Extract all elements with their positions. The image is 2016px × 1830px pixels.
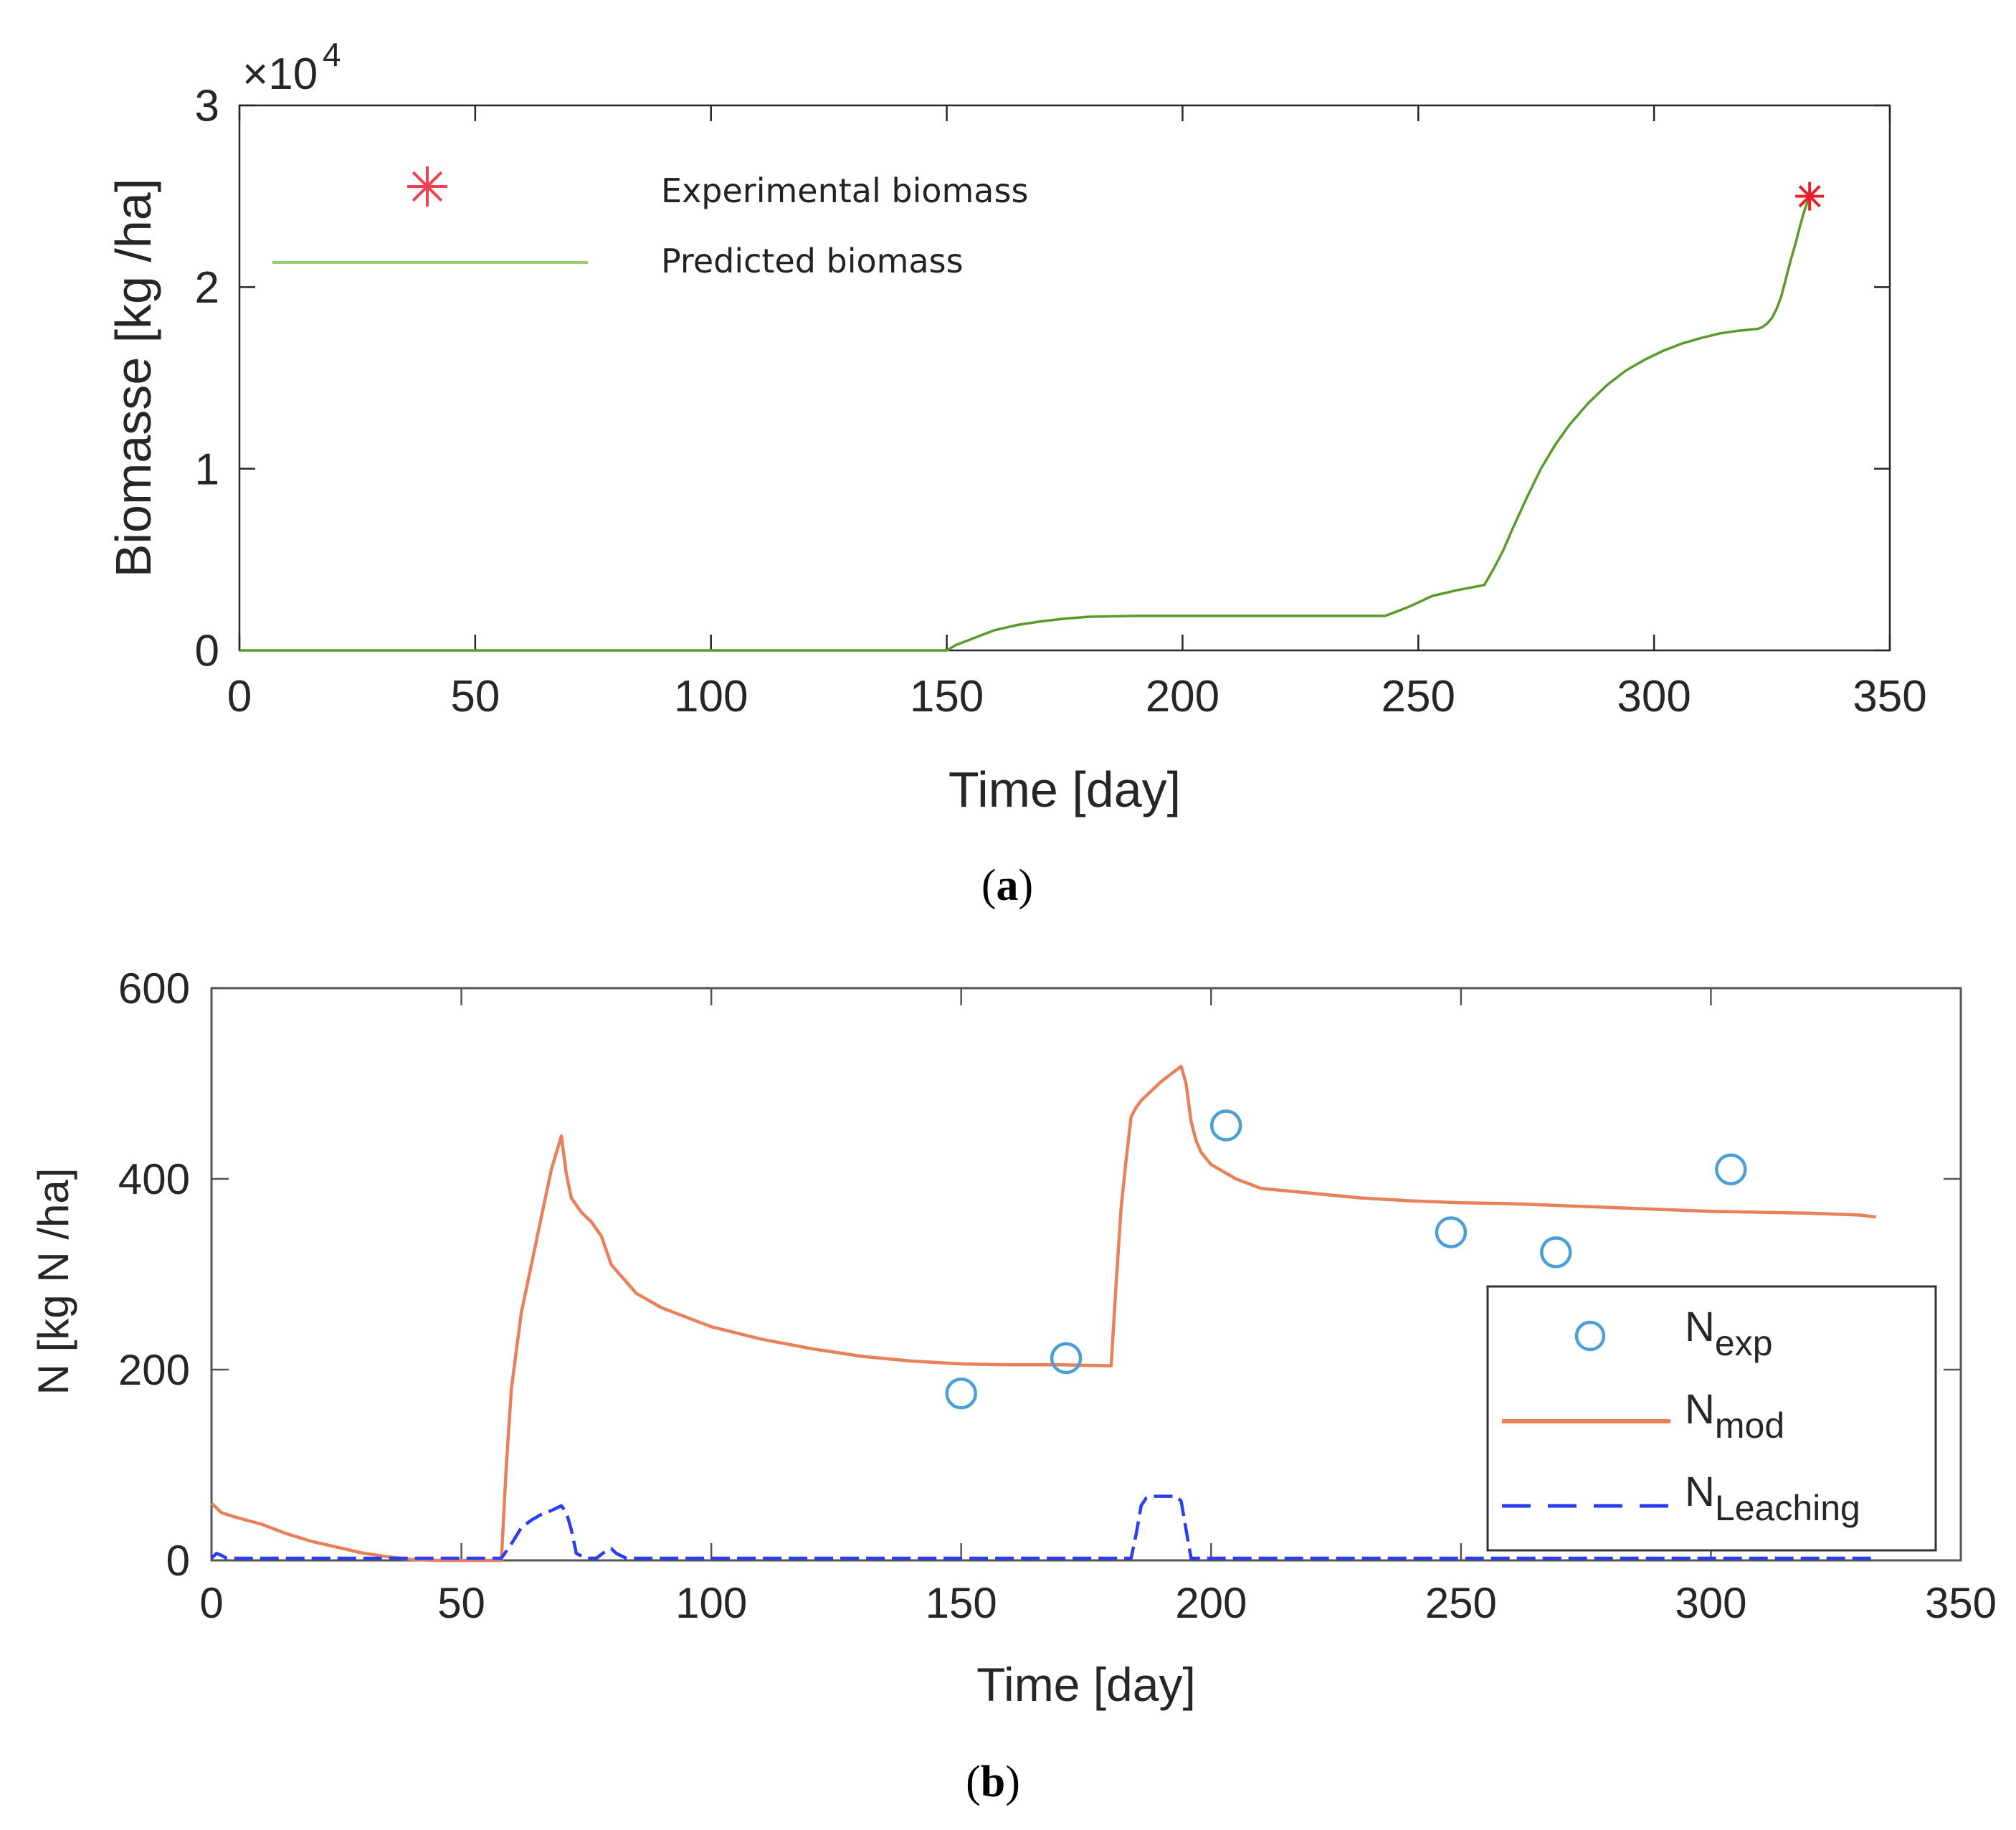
panel-b-legend-leaching-sub: Leaching [1715,1488,1860,1528]
panel-b-legend-mod-sub: mod [1715,1405,1784,1446]
panel-a-series [239,181,1825,652]
panel-b-n-mod-line [210,1064,1876,1563]
panel-b-legend: Nexp Nmod NLeaching [1486,1285,1937,1552]
panel-b-legend-exp-base: N [1685,1304,1715,1350]
panel-b-n-leaching-line [210,1494,1876,1560]
panel-a-ticks [238,104,1891,652]
panel-a-experimental-point [1795,181,1825,211]
panel-b-x-tick-label: 50 [437,1579,485,1627]
panel-a-y-tick-labels: 0 1 2 3 [195,82,219,676]
panel-a-legend-asterisk-stroke [412,171,443,202]
panel-a-y-tick-label: 0 [195,627,219,676]
panel-b-y-tick-label: 0 [166,1537,190,1585]
panel-b-n-exp-point [1435,1216,1468,1248]
panel-a-experimental-point-stroke [1798,185,1821,208]
panel-b-legend-exp-marker [1574,1320,1606,1352]
panel-b-caption-letter: b [981,1758,1005,1806]
panel-b-legend-exp-sub: exp [1715,1323,1773,1363]
panel-b-legend-mod-label: Nmod [1685,1386,1784,1446]
panel-b-y-axis-label: N [kg N /ha] [29,1168,77,1395]
panel-b-x-tick-label: 200 [1175,1579,1247,1627]
panel-a-x-tick-label: 150 [910,672,984,721]
panel-b-y-tick-label: 400 [118,1155,190,1203]
panel-a-x-tick-label: 350 [1853,672,1926,721]
panel-a-y-tick-label: 1 [195,445,219,494]
panel-a-predicted-biomass-line [239,196,1811,652]
panel-a-x-tick-label: 250 [1382,672,1455,721]
panel-b-n-exp-point [945,1378,977,1410]
panel-b-x-axis-label: Time [day] [976,1658,1196,1711]
panel-a-legend-experimental-label: Experimental biomass [661,171,1028,210]
panel-b-x-tick-label: 250 [1425,1579,1497,1627]
panel-b-y-tick-label: 600 [118,964,190,1013]
panel-a-y-tick-label: 3 [195,82,219,131]
panel-b-x-tick-label: 300 [1675,1579,1746,1627]
panel-b-x-tick-labels: 0 50 100 150 200 250 300 350 [199,1579,1997,1627]
panel-b-legend-leaching-label: NLeaching [1685,1469,1860,1528]
panel-b-n-exp-point [1050,1342,1083,1375]
panel-a-x-tick-label: 0 [227,672,252,721]
panel-a-y-tick-label: 2 [195,263,219,313]
panel-a-legend-asterisk [407,166,447,207]
panel-b-series [210,1064,1876,1563]
panel-a-x-tick-label: 300 [1617,672,1691,721]
panel-a-legend-experimental-marker [407,166,447,207]
panel-b-x-tick-label: 150 [926,1579,997,1627]
panel-b-legend-mod-base: N [1685,1386,1715,1433]
panel-a-x-axis-label: Time [day] [948,762,1181,817]
panel-b-legend-exp-label: Nexp [1685,1304,1773,1363]
panel-b-x-tick-label: 0 [199,1579,223,1627]
panel-b-caption: (b) [966,1758,1020,1806]
panel-b-n-exp-point [1209,1109,1242,1142]
panel-a-caption-letter: a [997,861,1019,910]
panel-b-x-tick-label: 350 [1925,1579,1997,1627]
panel-a-legend-predicted-label: Predicted biomass [661,242,964,280]
panel-a-x-tick-label: 200 [1146,672,1219,721]
panel-b-x-tick-label: 100 [675,1579,747,1627]
panel-a-x-tick-label: 100 [674,672,748,721]
panel-a-legend: Experimental biomass Predicted biomass [272,166,1028,280]
panel-a-chart: 0 50 100 150 200 250 300 350 0 1 2 3 ×10 4 Time [d… [105,36,1927,910]
panel-a-y-exponent-power: 4 [323,36,341,73]
panel-b-y-tick-label: 200 [118,1346,190,1394]
panel-b-chart: 0 50 100 150 200 250 300 350 0 200 400 600 Time [d… [29,964,1997,1806]
panel-b-n-exp-point [1540,1236,1572,1269]
panel-a-y-exponent-base: ×10 [242,49,318,99]
panel-b-n-exp-point [1715,1153,1747,1185]
panel-b-y-tick-labels: 0 200 400 600 [118,964,190,1585]
panel-a-plot-frame [238,104,1891,652]
panel-b-legend-leaching-base: N [1685,1469,1715,1515]
panel-a-x-tick-label: 50 [450,672,500,721]
panel-a-y-axis-label: Biomasse [kg /ha] [105,179,161,577]
panel-a-x-tick-labels: 0 50 100 150 200 250 300 350 [227,672,1927,721]
panel-a-caption: (a) [981,861,1033,910]
